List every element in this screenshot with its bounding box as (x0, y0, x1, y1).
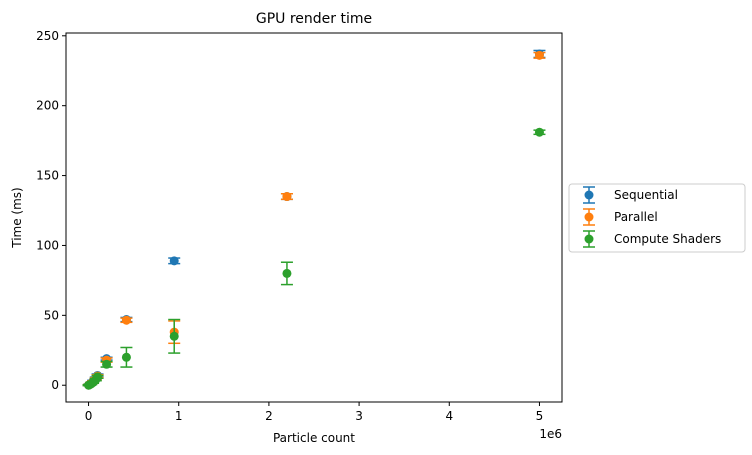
data-point (121, 315, 131, 325)
data-point (282, 192, 292, 202)
series-layer (82, 49, 546, 390)
legend-marker (584, 190, 594, 200)
plot-area (65, 32, 563, 403)
data-point (282, 268, 292, 278)
data-point (169, 256, 179, 266)
x-tick-label: 2 (265, 409, 273, 423)
data-point (121, 352, 131, 362)
x-tick-label: 1 (175, 409, 183, 423)
y-tick-label: 150 (36, 169, 59, 183)
data-point (534, 127, 544, 137)
y-tick-label: 50 (44, 308, 59, 322)
y-tick-label: 200 (36, 99, 59, 113)
x-axis-label: Particle count (273, 431, 355, 445)
y-tick-label: 250 (36, 29, 59, 43)
data-point (102, 359, 112, 369)
x-tick-label: 0 (85, 409, 93, 423)
y-tick-label: 100 (36, 238, 59, 252)
y-tick-label: 0 (51, 378, 59, 392)
x-axis: 0 1 2 3 4 5 (85, 402, 544, 423)
data-point (534, 50, 544, 60)
legend-marker (584, 234, 594, 244)
x-tick-label: 5 (536, 409, 544, 423)
x-offset-label: 1e6 (539, 427, 562, 441)
chart-title: GPU render time (256, 11, 372, 27)
legend: Sequential Parallel Compute Shaders (568, 183, 746, 253)
x-tick-label: 3 (355, 409, 363, 423)
legend-label: Sequential (614, 188, 678, 202)
y-axis: 0 50 100 150 200 250 (36, 29, 66, 392)
legend-label: Parallel (614, 210, 658, 224)
legend-marker (584, 212, 594, 222)
data-point (169, 331, 179, 341)
legend-box (568, 183, 746, 253)
legend-label: Compute Shaders (614, 232, 721, 246)
y-axis-label: Time (ms) (10, 187, 24, 249)
x-tick-label: 4 (445, 409, 453, 423)
data-point (93, 372, 103, 382)
series (82, 127, 546, 390)
